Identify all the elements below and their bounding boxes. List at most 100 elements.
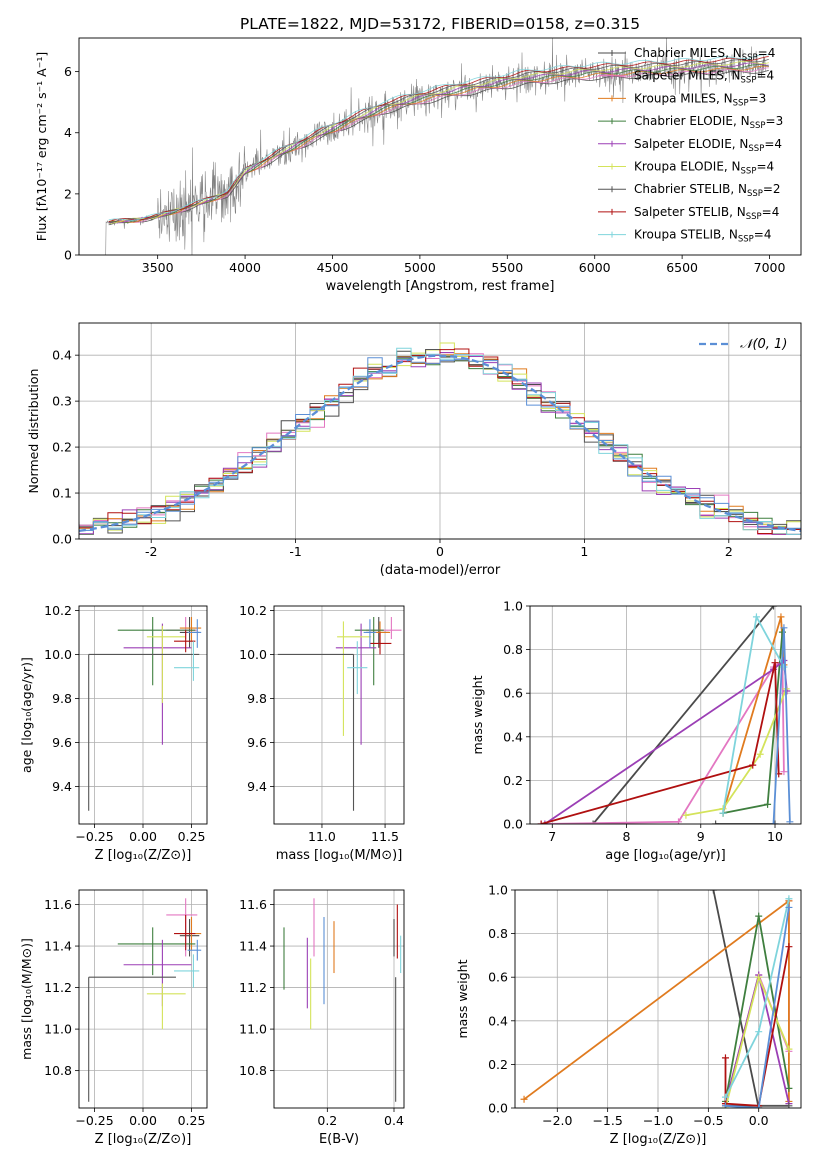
- legend-label-sub: SSP: [742, 53, 758, 63]
- x-tick-label: 0.25: [178, 1113, 206, 1128]
- y-axis-label: age [log₁₀(age/yr)]: [19, 657, 34, 773]
- plot-area: [283, 898, 402, 1102]
- legend-label: Salpeter ELODIE, NSSP=4: [634, 137, 782, 154]
- x-tick-label: 0.00: [129, 829, 157, 844]
- y-tick-label: 0.6: [503, 686, 523, 701]
- y-tick-label: 10.0: [239, 647, 267, 662]
- data-point: [752, 613, 760, 621]
- legend-label-sub: SSP: [741, 76, 757, 86]
- data-point: [674, 818, 682, 824]
- y-axis-label: Normed distribution: [26, 369, 41, 494]
- legend-label-tail: =4: [758, 46, 776, 60]
- y-axis-label: mass [log₁₀(M/M⊙)]: [19, 938, 34, 1060]
- data-point: [721, 1102, 729, 1108]
- legend-label-sub: SSP: [733, 98, 749, 108]
- data-point: [785, 1084, 793, 1092]
- data-point: [755, 1028, 763, 1036]
- y-tick-label: 0.8: [488, 926, 508, 941]
- y-tick-label: 2: [64, 186, 72, 201]
- series-line: [523, 899, 790, 1102]
- legend: 𝒩(0, 1): [699, 337, 787, 352]
- chart-spectrum: 3500 4000 4500 5000 5500 6000 6500 7000 0 2 4 6 Chab…: [34, 37, 802, 294]
- data-point: [520, 1095, 528, 1103]
- legend-label-tail: =4: [754, 228, 772, 242]
- y-tick-label: 9.4: [247, 779, 267, 794]
- y-tick-label: 9.8: [247, 691, 267, 706]
- x-axis-label: mass [log₁₀(M/M⊙)]: [276, 848, 403, 863]
- y-tick-label: 10.2: [239, 603, 267, 618]
- model-spectrum-line: [108, 56, 769, 222]
- chart-weight_vs_Z: −2.0 −1.5 −1.0 −0.5 0.0 0.0 0.2 0.4 0.6 0.8 1.0 Z […: [455, 883, 802, 1147]
- plot-frame: [273, 605, 405, 825]
- data-point: [770, 820, 778, 824]
- x-axis-label: Z [log₁₀(Z/Z⊙)]: [610, 1132, 707, 1147]
- data-point: [721, 1054, 729, 1062]
- data-point: [749, 761, 757, 769]
- x-tick-label: 0.0: [749, 1113, 769, 1128]
- x-tick-label: 0.25: [178, 829, 206, 844]
- legend-label-tail: =3: [766, 114, 784, 128]
- legend-label-text: Salpeter ELODIE, N: [634, 137, 748, 151]
- plot-frame: [78, 37, 802, 256]
- data-point: [786, 818, 794, 824]
- plot-frame: [78, 605, 208, 825]
- y-tick-label: 10.8: [239, 1063, 267, 1078]
- series-line: [724, 946, 790, 1107]
- x-tick-label: −0.5: [693, 1113, 723, 1128]
- data-point: [755, 973, 763, 981]
- y-tick-label: 11.4: [239, 939, 267, 954]
- data-point: [709, 890, 717, 894]
- plot-area: [79, 342, 801, 535]
- series-line: [712, 890, 760, 1108]
- chart-mass_vs_Z: −0.25 0.00 0.25 10.8 11.0 11.2 11.4 11.6 Z [log₁…: [19, 889, 208, 1147]
- x-axis-label: wavelength [Angstrom, rest frame]: [326, 279, 555, 294]
- legend-label-sub: SSP: [746, 212, 762, 222]
- y-tick-label: 10.2: [44, 603, 72, 618]
- y-tick-label: 0.2: [503, 773, 523, 788]
- plot-area: [88, 898, 202, 1102]
- data-point: [537, 820, 545, 824]
- legend-label-text: Kroupa STELIB, N: [634, 228, 738, 242]
- legend-label: Salpeter MILES, NSSP=4: [634, 69, 774, 86]
- y-tick-label: 6: [64, 64, 72, 79]
- y-tick-label: 11.0: [44, 1022, 72, 1037]
- legend-label-text: Chabrier STELIB, N: [634, 182, 747, 196]
- y-tick-label: 11.2: [44, 980, 72, 995]
- data-point: [770, 606, 778, 610]
- data-point: [719, 809, 727, 817]
- x-tick-label: 0.00: [129, 1113, 157, 1128]
- plot-area: [105, 38, 769, 255]
- legend-label: Salpeter STELIB, NSSP=4: [634, 205, 779, 222]
- series-line: [544, 658, 788, 824]
- plot-area: [88, 617, 202, 811]
- legend-label-tail: =4: [756, 160, 774, 174]
- plot-frame: [78, 322, 802, 540]
- chart-age_vs_mass: 11.0 11.5 9.4 9.6 9.8 10.0 10.2 mass [log₁₀(M/M…: [239, 603, 405, 863]
- model-spectrum-line: [108, 61, 769, 224]
- x-tick-label: 11.0: [308, 829, 336, 844]
- legend-label-tail: =4: [764, 137, 782, 151]
- x-tick-label: 5500: [491, 260, 523, 275]
- x-tick-label: −0.25: [75, 829, 113, 844]
- model-spectrum-line: [108, 67, 769, 224]
- legend-label-sub: SSP: [747, 189, 763, 199]
- y-tick-label: 0.0: [503, 817, 523, 832]
- y-tick-label: 9.6: [52, 735, 72, 750]
- y-tick-label: 11.6: [239, 897, 267, 912]
- y-tick-label: 0.4: [503, 729, 523, 744]
- x-axis-label: Z [log₁₀(Z/Z⊙)]: [95, 848, 192, 863]
- data-point: [780, 624, 788, 632]
- x-tick-label: −0.25: [75, 1113, 113, 1128]
- figure-title: PLATE=1822, MJD=53172, FIBERID=0158, z=0…: [240, 15, 640, 33]
- data-point: [785, 1045, 793, 1053]
- legend-label-tail: =4: [756, 69, 774, 83]
- y-tick-label: 0.1: [52, 486, 72, 501]
- x-tick-label: −2.0: [542, 1113, 572, 1128]
- y-tick-label: 10.8: [44, 1063, 72, 1078]
- plot-area: [277, 617, 402, 811]
- x-tick-label: −1.0: [643, 1113, 673, 1128]
- y-tick-label: 10.0: [44, 647, 72, 662]
- legend-label-tail: =3: [749, 91, 767, 105]
- y-axis-label: Flux [fλ10⁻¹⁷ erg cm⁻² s⁻¹ A⁻¹]: [34, 52, 49, 241]
